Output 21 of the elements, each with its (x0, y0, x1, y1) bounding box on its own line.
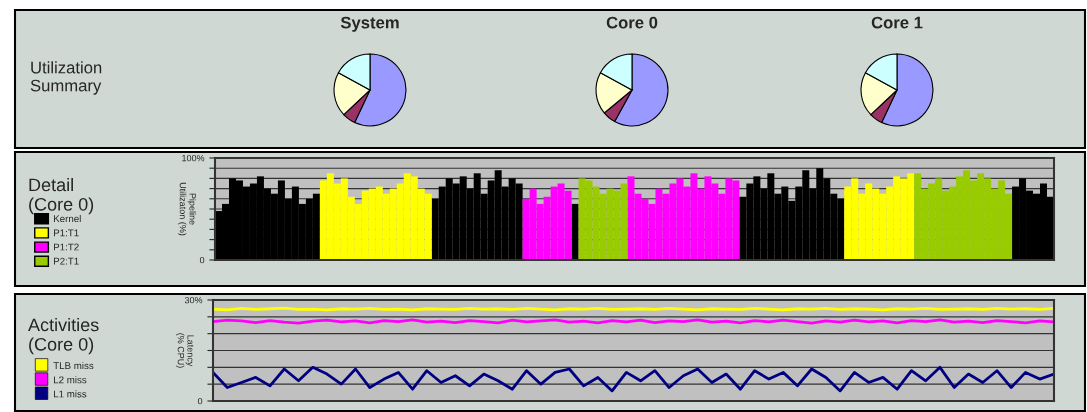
legend-label: TLB miss (53, 361, 94, 370)
text: Utilization Summary (30, 61, 102, 95)
chart-title: Core 0 (606, 16, 658, 29)
chart-title: System (340, 16, 399, 32)
legend-label: P2:T1 (54, 257, 79, 265)
y-axis-title: Pipeline Utilizaton (%) (177, 182, 197, 236)
y-tick-label: 100% (182, 154, 205, 162)
y-tick-label: 0 (197, 397, 203, 405)
line-series (213, 365, 1054, 393)
y-axis-title: Latency (% CPU) (175, 333, 194, 368)
legend-label: L2 miss (54, 376, 87, 384)
legend-label: Kernel (54, 214, 81, 223)
y-tick-label: 0 (199, 256, 205, 264)
chart-title: Core 1 (871, 16, 923, 29)
text: Detail (Core 0) (29, 178, 94, 215)
text: Activities (Core 0) (28, 318, 99, 355)
legend-label: L1 miss (54, 390, 87, 398)
y-tick-label: 30% (184, 296, 203, 304)
bar (571, 203, 579, 260)
legend-label: P1:T2 (54, 243, 79, 251)
legend-label: P1:T1 (54, 229, 79, 237)
